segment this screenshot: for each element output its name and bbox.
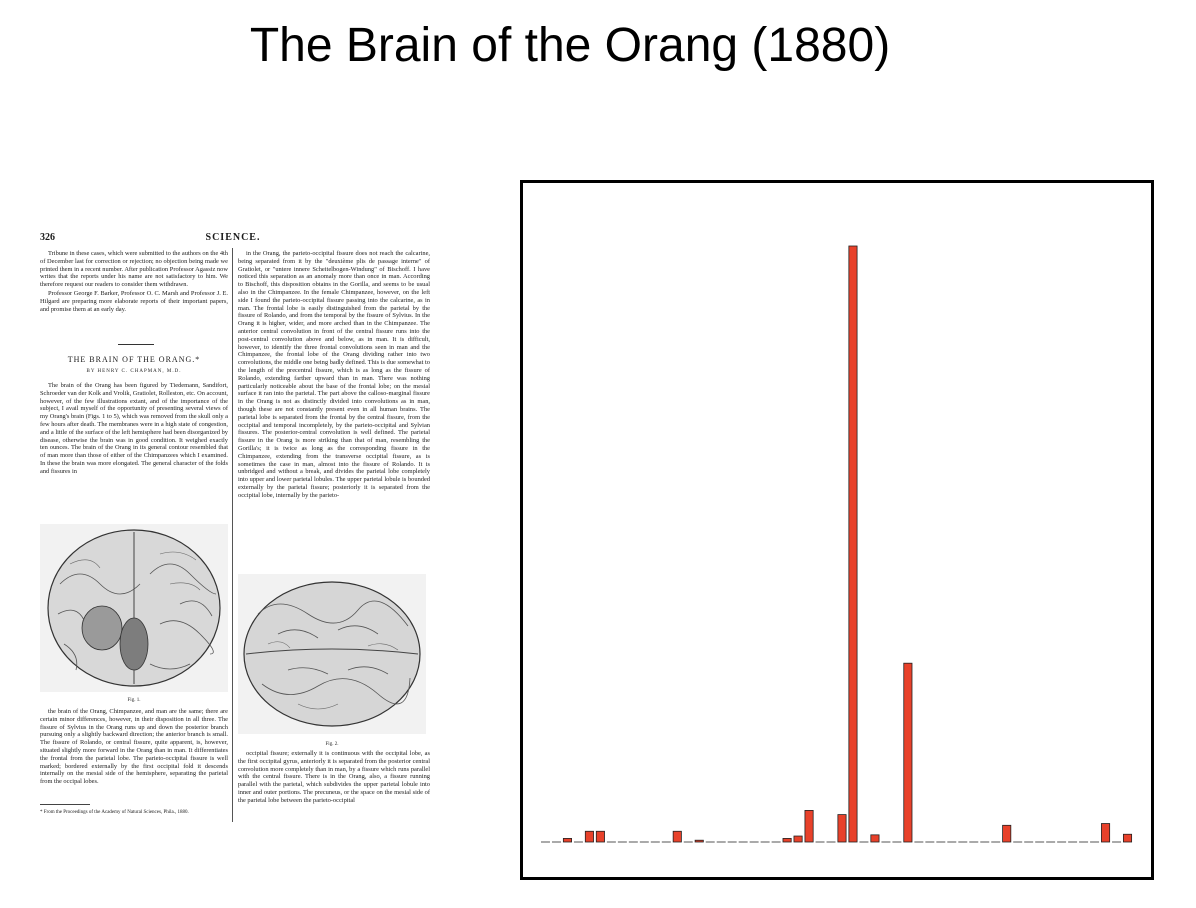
- chart-bar: [672, 830, 682, 843]
- left-bottom-column: the brain of the Orang, Chimpanzee, and …: [40, 708, 228, 800]
- footnote-divider: [40, 804, 90, 805]
- right-body-column: in the Orang, the parieto-occipital fiss…: [238, 250, 430, 568]
- brain-figure-1: [40, 524, 228, 692]
- chart-bar: [595, 830, 605, 843]
- chart-bar: [793, 835, 803, 843]
- right-bottom-paragraph: occipital fissure; externally it is cont…: [238, 750, 430, 804]
- page-header: 326 SCIENCE.: [40, 232, 426, 246]
- chart-bar: [903, 662, 913, 843]
- brain-figure-2: [238, 574, 426, 734]
- column-divider: [232, 248, 233, 822]
- chart-bar: [870, 834, 880, 843]
- chart-bar: [782, 838, 792, 843]
- right-body-paragraph: in the Orang, the parieto-occipital fiss…: [238, 250, 430, 499]
- chart-bar: [848, 245, 858, 843]
- intro-paragraph: Tribune in these cases, which were submi…: [40, 250, 228, 289]
- chart-bar: [584, 830, 594, 843]
- left-body-column: The brain of the Orang has been figured …: [40, 382, 228, 518]
- chart-bar: [804, 810, 814, 843]
- chart-bar: [1122, 833, 1133, 843]
- chart-bar: [837, 814, 847, 843]
- article-title: THE BRAIN OF THE ORANG.*: [67, 355, 201, 364]
- bar-chart-frame: [520, 180, 1154, 880]
- chart-bar: [562, 838, 572, 843]
- footnote: * From the Proceedings of the Academy of…: [40, 810, 189, 815]
- figure-1-caption: Fig. 1.: [127, 698, 141, 703]
- article-author: BY HENRY C. CHAPMAN, M.D.: [86, 369, 182, 374]
- page-number: 326: [40, 232, 55, 243]
- intro-text-column: Tribune in these cases, which were submi…: [40, 250, 228, 340]
- left-body-paragraph: The brain of the Orang has been figured …: [40, 382, 228, 475]
- chart-bar: [694, 839, 704, 843]
- title-divider: [118, 344, 154, 345]
- right-bottom-column: occipital fissure; externally it is cont…: [238, 750, 430, 822]
- journal-name: SCIENCE.: [205, 232, 261, 243]
- document-page-scan: 326 SCIENCE. Tribune in these cases, whi…: [36, 228, 436, 824]
- slide-title: The Brain of the Orang (1880): [249, 19, 891, 72]
- left-bottom-paragraph: the brain of the Orang, Chimpanzee, and …: [40, 708, 228, 786]
- bar-chart: [541, 245, 1133, 843]
- chart-bar: [1101, 823, 1111, 843]
- intro-paragraph-2: Professor George F. Barker, Professor O.…: [40, 289, 228, 313]
- figure-2-caption: Fig. 2.: [325, 742, 339, 747]
- chart-bar: [1002, 824, 1012, 843]
